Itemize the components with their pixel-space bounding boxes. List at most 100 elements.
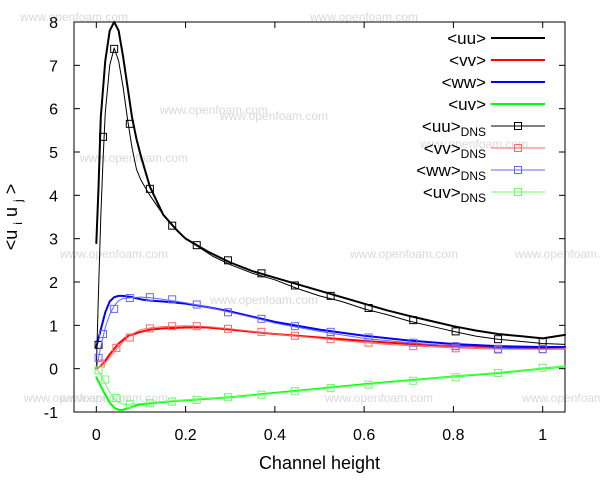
watermark-text: www.openfoam.com <box>514 247 600 261</box>
data-point <box>145 399 154 408</box>
legend-label: <ww>DNS <box>416 161 486 183</box>
data-point <box>494 344 503 353</box>
data-point <box>326 384 335 393</box>
legend-label: <uu>DNS <box>422 117 486 139</box>
y-axis-label-left: <u <box>1 230 21 251</box>
legend-label-main: <ww> <box>442 73 486 92</box>
series-line <box>95 21 566 340</box>
watermark-text: www.openfoam.com <box>159 103 268 117</box>
legend-label-main: <vv> <box>449 51 486 70</box>
legend-label: <uv>DNS <box>423 183 486 205</box>
watermark-text: www.openfoam.com <box>209 293 318 307</box>
legend-label-sub: DNS <box>461 125 486 139</box>
data-point <box>290 322 299 331</box>
legend-marker <box>514 122 522 130</box>
series-line <box>95 366 566 405</box>
legend-label-sub: DNS <box>461 169 486 183</box>
legend-item: <ww>DNS <box>416 161 545 183</box>
data-point <box>145 184 154 193</box>
data-point <box>538 345 547 354</box>
data-point <box>168 295 177 304</box>
data-point <box>145 324 154 333</box>
plot-frame <box>73 21 566 413</box>
data-point <box>290 331 299 340</box>
data-point <box>290 387 299 396</box>
series-line <box>95 325 566 370</box>
data-point <box>326 327 335 336</box>
y-tick-label: 4 <box>49 188 58 205</box>
data-point <box>257 390 266 399</box>
series-group <box>95 21 566 340</box>
legend-label-main: <uv> <box>448 95 486 114</box>
watermark-text: www.openfoam.com <box>309 10 418 24</box>
series-line <box>95 294 566 348</box>
legend-label-main: <ww> <box>416 161 460 180</box>
data-point <box>494 335 503 344</box>
watermark-text: www.openfoam.com <box>19 10 128 24</box>
y-tick-label: 7 <box>49 58 58 75</box>
x-tick-label: 0.2 <box>174 427 196 444</box>
data-point <box>494 369 503 377</box>
series-group <box>94 293 566 370</box>
data-point <box>125 119 134 128</box>
y-axis-label-mid: u <box>1 207 21 217</box>
legend-item: <uu> <box>447 29 545 48</box>
data-point <box>224 324 232 333</box>
data-point <box>364 333 373 342</box>
data-point <box>94 353 103 362</box>
series-group <box>94 363 566 409</box>
legend-item: <uu>DNS <box>422 117 545 139</box>
x-tick-label: 0.6 <box>353 427 375 444</box>
legend-label-main: <uv> <box>423 183 461 202</box>
y-axis-label-right: > <box>1 184 21 195</box>
data-point <box>125 333 134 342</box>
data-point <box>364 380 373 389</box>
data-point <box>192 300 201 309</box>
data-point <box>112 394 121 403</box>
x-tick-label: 1 <box>538 427 547 444</box>
data-point <box>101 375 110 384</box>
x-tick-label: 0.8 <box>442 427 464 444</box>
watermark-text: www.openfoam.com <box>324 391 433 405</box>
series-layer <box>94 21 566 411</box>
y-tick-label: 2 <box>49 275 58 292</box>
data-point <box>451 327 460 336</box>
y-tick-label: 1 <box>49 318 58 335</box>
legend-marker <box>514 166 522 174</box>
y-tick-label: 5 <box>49 145 58 162</box>
data-point <box>290 281 299 290</box>
legend-item: <vv> <box>449 51 545 70</box>
legend-label-main: <uu> <box>447 29 486 48</box>
data-point <box>168 221 177 230</box>
data-point <box>538 363 547 372</box>
data-point <box>168 322 177 331</box>
legend-label: <vv> <box>449 51 486 70</box>
data-point <box>192 395 201 404</box>
y-tick-label: 6 <box>49 102 58 119</box>
x-tick-label: 0 <box>92 427 101 444</box>
y-tick-label: -1 <box>44 405 58 422</box>
legend: <uu><vv><ww><uv><uu>DNS<vv>DNS<ww>DNS<uv… <box>416 29 545 205</box>
legend-label: <vv>DNS <box>424 139 486 161</box>
data-point <box>257 269 266 278</box>
watermark-text: www.openfoam.com <box>349 247 458 261</box>
data-point <box>145 293 154 302</box>
legend-label: <uu> <box>447 29 486 48</box>
y-tick-label: 8 <box>49 15 58 32</box>
y-tick-label: 0 <box>49 362 58 379</box>
legend-item: <ww> <box>442 73 545 92</box>
legend-label-sub: DNS <box>461 147 486 161</box>
data-point <box>94 366 103 375</box>
legend-label-main: <uu> <box>422 117 461 136</box>
data-point <box>451 373 460 382</box>
data-point <box>99 330 108 338</box>
data-point <box>110 304 119 313</box>
y-axis-label-sub2: j <box>11 199 25 203</box>
data-point <box>110 44 119 53</box>
data-point <box>168 397 177 406</box>
data-point <box>99 132 108 141</box>
data-point <box>224 256 232 265</box>
data-point <box>192 322 201 331</box>
legend-item: <uv> <box>448 95 545 114</box>
